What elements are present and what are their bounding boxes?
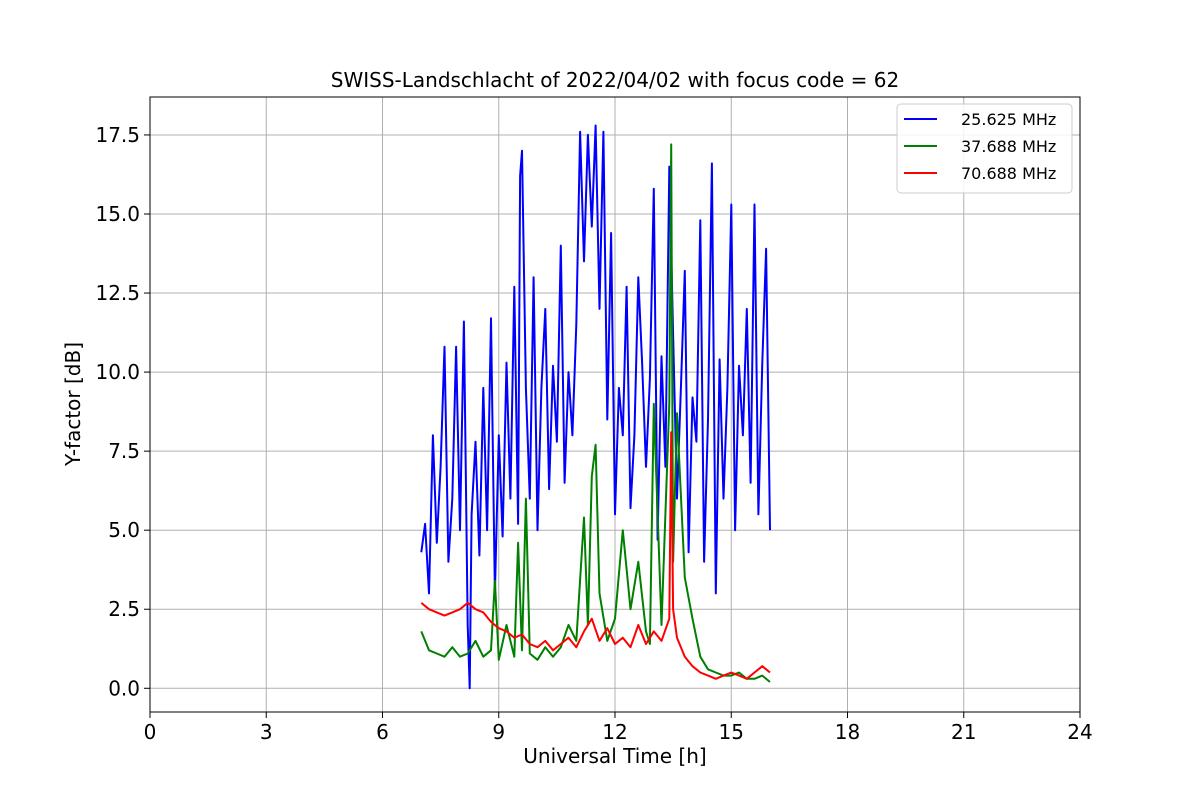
y-tick-label: 0.0 bbox=[108, 676, 140, 700]
x-tick-label: 21 bbox=[951, 720, 976, 744]
legend-box bbox=[896, 103, 1073, 194]
y-axis-label: Y-factor [dB] bbox=[61, 342, 85, 467]
x-tick-label: 9 bbox=[492, 720, 505, 744]
series-line-37-688-mhz bbox=[420, 143, 771, 683]
x-tick-label: 12 bbox=[602, 720, 627, 744]
x-axis-label: Universal Time [h] bbox=[523, 744, 706, 768]
x-tick-label: 3 bbox=[260, 720, 273, 744]
y-tick-label: 10.0 bbox=[95, 360, 140, 384]
x-tick-label: 18 bbox=[835, 720, 860, 744]
x-tick-label: 15 bbox=[719, 720, 744, 744]
y-tick-label: 2.5 bbox=[108, 597, 140, 621]
legend-label: 37.688 MHz bbox=[961, 137, 1056, 156]
y-tick-label: 15.0 bbox=[95, 202, 140, 226]
legend-label: 70.688 MHz bbox=[961, 164, 1056, 183]
legend-label: 25.625 MHz bbox=[961, 110, 1056, 129]
chart-title: SWISS-Landschlacht of 2022/04/02 with fo… bbox=[331, 68, 899, 92]
series-line-70-688-mhz bbox=[420, 431, 771, 680]
y-tick-label: 7.5 bbox=[108, 439, 140, 463]
x-tick-label: 0 bbox=[144, 720, 157, 744]
series-line-25-625-mhz bbox=[420, 124, 771, 690]
x-tick-label: 24 bbox=[1067, 720, 1092, 744]
plot-area: 0 3 6 9 12 15 18 21 24 0.0 2.5 5.0 7.5 10.0 12.5 15.0 17… bbox=[95, 96, 1093, 744]
legend: 25.625 MHz 37.688 MHz 70.688 MHz bbox=[896, 103, 1073, 194]
y-tick-label: 5.0 bbox=[108, 518, 140, 542]
x-tick-label: 6 bbox=[376, 720, 389, 744]
y-tick-label: 17.5 bbox=[95, 123, 140, 147]
y-tick-label: 12.5 bbox=[95, 281, 140, 305]
